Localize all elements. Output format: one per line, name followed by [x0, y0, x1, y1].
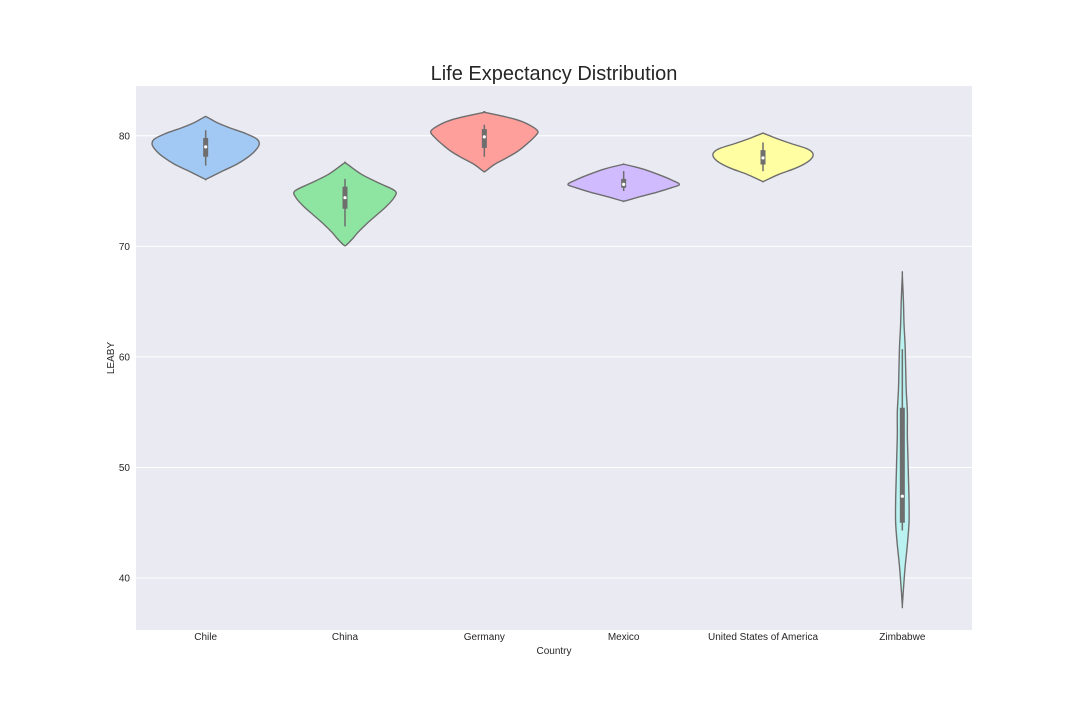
x-tick-label: United States of America: [708, 632, 818, 643]
chart-title: Life Expectancy Distribution: [431, 63, 678, 85]
violins: [151, 111, 910, 609]
x-tick-label: China: [332, 632, 359, 643]
y-tick-label: 40: [119, 574, 131, 585]
y-tick-label: 70: [119, 242, 131, 253]
x-tick-label: Mexico: [608, 632, 640, 643]
y-tick-labels: 40 50 60 70 80: [119, 131, 131, 584]
plot-area: [136, 86, 972, 630]
y-tick-label: 50: [119, 463, 131, 474]
x-tick-label: Zimbabwe: [879, 632, 926, 643]
x-tick-label: Chile: [194, 632, 217, 643]
x-tick-label: Germany: [464, 632, 505, 643]
grid-lines: [136, 135, 972, 579]
violin-median-dot: [204, 145, 208, 149]
violin-median-dot: [482, 135, 486, 139]
violin-median-dot: [622, 182, 626, 187]
x-tick-labels: Chile China Germany Mexico United States of …: [194, 632, 926, 643]
violin-median-dot: [343, 196, 347, 200]
y-axis-label: LEABY: [106, 342, 117, 375]
x-axis-label: Country: [536, 646, 571, 657]
violin-median-dot: [761, 156, 765, 160]
y-tick-label: 60: [119, 352, 131, 363]
y-tick-label: 80: [119, 131, 131, 142]
violin-median-dot: [900, 494, 904, 498]
